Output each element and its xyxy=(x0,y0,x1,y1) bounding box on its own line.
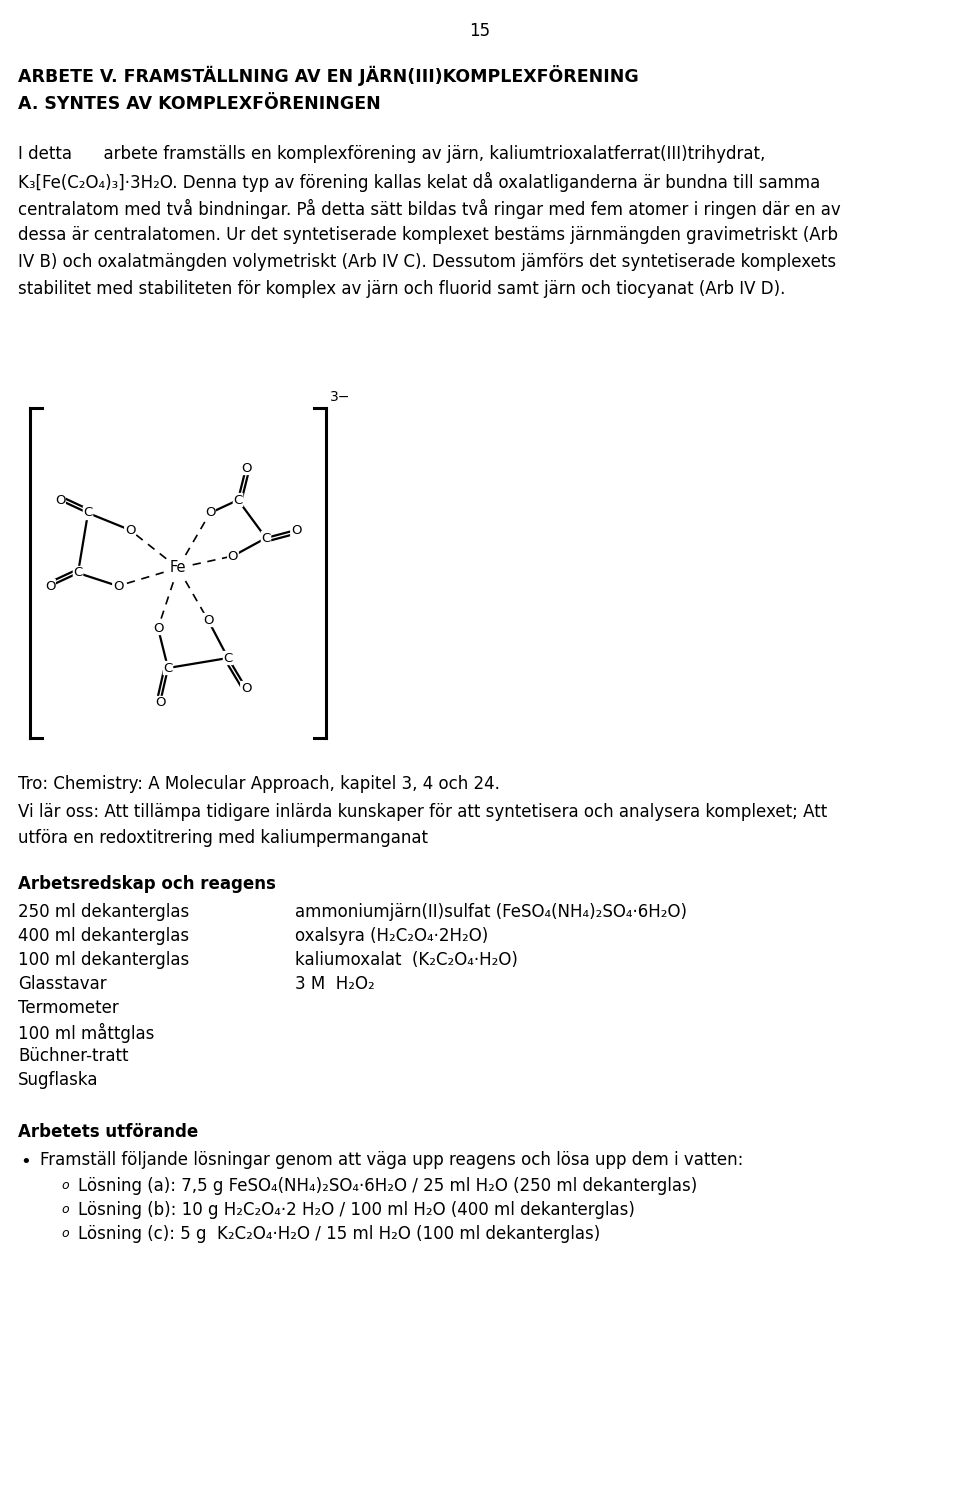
Text: C: C xyxy=(84,507,92,519)
Text: 250 ml dekanterglas: 250 ml dekanterglas xyxy=(18,903,189,921)
Text: Arbetsredskap och reagens: Arbetsredskap och reagens xyxy=(18,875,276,893)
Text: •: • xyxy=(20,1153,32,1171)
Text: C: C xyxy=(261,532,271,544)
Text: kaliumoxalat  (K₂C₂O₄·H₂O): kaliumoxalat (K₂C₂O₄·H₂O) xyxy=(295,951,517,969)
Text: stabilitet med stabiliteten för komplex av järn och fluorid samt järn och tiocya: stabilitet med stabiliteten för komplex … xyxy=(18,280,785,298)
Text: Fe: Fe xyxy=(170,561,186,576)
Text: C: C xyxy=(224,652,232,664)
Text: centralatom med två bindningar. På detta sätt bildas två ringar med fem atomer i: centralatom med två bindningar. På detta… xyxy=(18,199,841,220)
Text: IV B) och oxalatmängden volymetriskt (Arb IV C). Dessutom jämförs det syntetiser: IV B) och oxalatmängden volymetriskt (Ar… xyxy=(18,253,836,271)
Text: O: O xyxy=(204,507,215,519)
Text: O: O xyxy=(228,550,238,562)
Text: 3 M  H₂O₂: 3 M H₂O₂ xyxy=(295,975,374,993)
Text: ammoniumjärn(II)sulfat (FeSO₄(NH₄)₂SO₄·6H₂O): ammoniumjärn(II)sulfat (FeSO₄(NH₄)₂SO₄·6… xyxy=(295,903,687,921)
Text: ARBETE V. FRAMSTÄLLNING AV EN JÄRN(III)KOMPLEXFÖRENING: ARBETE V. FRAMSTÄLLNING AV EN JÄRN(III)K… xyxy=(18,64,638,87)
Text: 15: 15 xyxy=(469,22,491,40)
Text: Glasstavar: Glasstavar xyxy=(18,975,107,993)
Text: o: o xyxy=(61,1203,69,1215)
Text: O: O xyxy=(203,613,213,626)
Text: Tro: Chemistry: A Molecular Approach, kapitel 3, 4 och 24.: Tro: Chemistry: A Molecular Approach, ka… xyxy=(18,774,500,792)
Text: I detta      arbete framställs en komplexförening av järn, kaliumtrioxalatferrat: I detta arbete framställs en komplexföre… xyxy=(18,145,765,163)
Text: Lösning (a): 7,5 g FeSO₄(NH₄)₂SO₄·6H₂O / 25 ml H₂O (250 ml dekanterglas): Lösning (a): 7,5 g FeSO₄(NH₄)₂SO₄·6H₂O /… xyxy=(78,1177,697,1195)
Text: O: O xyxy=(291,523,301,537)
Text: O: O xyxy=(112,580,123,592)
Text: O: O xyxy=(45,580,56,592)
Text: O: O xyxy=(155,697,165,710)
Text: C: C xyxy=(73,567,83,580)
Text: O: O xyxy=(241,462,252,474)
Text: A. SYNTES AV KOMPLEXFÖRENINGEN: A. SYNTES AV KOMPLEXFÖRENINGEN xyxy=(18,96,381,114)
Text: o: o xyxy=(61,1180,69,1192)
Text: Vi lär oss: Att tillämpa tidigare inlärda kunskaper för att syntetisera och anal: Vi lär oss: Att tillämpa tidigare inlärd… xyxy=(18,803,828,821)
Text: Lösning (b): 10 g H₂C₂O₄·2 H₂O / 100 ml H₂O (400 ml dekanterglas): Lösning (b): 10 g H₂C₂O₄·2 H₂O / 100 ml … xyxy=(78,1200,635,1218)
Text: Arbetets utförande: Arbetets utförande xyxy=(18,1123,199,1141)
Text: o: o xyxy=(61,1227,69,1239)
Text: dessa är centralatomen. Ur det syntetiserade komplexet bestäms järnmängden gravi: dessa är centralatomen. Ur det syntetise… xyxy=(18,226,838,244)
Text: 3−: 3− xyxy=(330,390,350,404)
Text: 100 ml måttglas: 100 ml måttglas xyxy=(18,1023,155,1044)
Text: Lösning (c): 5 g  K₂C₂O₄·H₂O / 15 ml H₂O (100 ml dekanterglas): Lösning (c): 5 g K₂C₂O₄·H₂O / 15 ml H₂O … xyxy=(78,1224,600,1242)
Text: 100 ml dekanterglas: 100 ml dekanterglas xyxy=(18,951,189,969)
Text: utföra en redoxtitrering med kaliumpermanganat: utföra en redoxtitrering med kaliumperma… xyxy=(18,830,428,848)
Text: Termometer: Termometer xyxy=(18,999,119,1017)
Text: O: O xyxy=(153,622,163,634)
Text: Framställ följande lösningar genom att väga upp reagens och lösa upp dem i vatte: Framställ följande lösningar genom att v… xyxy=(40,1151,743,1169)
Text: O: O xyxy=(241,682,252,695)
Text: C: C xyxy=(233,493,243,507)
Text: oxalsyra (H₂C₂O₄·2H₂O): oxalsyra (H₂C₂O₄·2H₂O) xyxy=(295,927,489,945)
Text: 400 ml dekanterglas: 400 ml dekanterglas xyxy=(18,927,189,945)
Text: O: O xyxy=(125,523,135,537)
Text: K₃[Fe(C₂O₄)₃]·3H₂O. Denna typ av förening kallas kelat då oxalatliganderna är bu: K₃[Fe(C₂O₄)₃]·3H₂O. Denna typ av förenin… xyxy=(18,172,820,191)
Text: Büchner-tratt: Büchner-tratt xyxy=(18,1046,129,1064)
Text: C: C xyxy=(163,661,173,674)
Text: Sugflaska: Sugflaska xyxy=(18,1070,99,1088)
Text: O: O xyxy=(55,493,65,507)
